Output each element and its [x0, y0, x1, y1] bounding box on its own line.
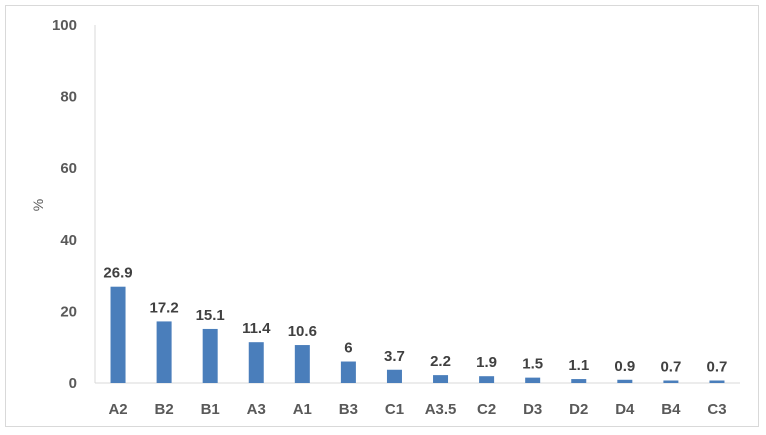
- y-axis-ticks: 0 20 40 60 80 100: [52, 17, 77, 392]
- bar-b4: [663, 380, 679, 383]
- y-tick-label: 20: [60, 303, 77, 320]
- x-tick-label: C3: [707, 401, 726, 418]
- data-label: 1.5: [522, 356, 543, 373]
- x-tick-label: A3: [247, 401, 266, 418]
- x-tick-label: A1: [293, 401, 312, 418]
- x-tick-label: B2: [155, 401, 174, 418]
- data-labels-group: 26.9 17.2 15.1 11.4 10.6 6 3.7 2.2 1.9 1.5 1.1 0.9 0…: [103, 265, 727, 376]
- x-tick-label: B1: [201, 401, 220, 418]
- y-tick-label: 40: [60, 232, 77, 249]
- x-tick-label: D4: [615, 401, 635, 418]
- bar-d2: [571, 379, 587, 383]
- x-tick-label: A3.5: [425, 401, 457, 418]
- data-label: 26.9: [103, 265, 132, 282]
- bar-a2: [110, 286, 126, 383]
- x-axis-ticks: A2 B2 B1 A3 A1 B3 C1 A3.5 C2 D3 D2 D4 B4 C3: [108, 401, 726, 418]
- y-tick-label: 0: [69, 375, 77, 392]
- data-label: 10.6: [288, 323, 317, 340]
- bars-group: [110, 286, 725, 383]
- chart-frame: [5, 5, 759, 427]
- bar-a1: [294, 345, 310, 383]
- bar-d3: [525, 377, 541, 383]
- bar-c2: [479, 376, 495, 383]
- data-label: 0.7: [660, 358, 681, 375]
- bar-b3: [340, 361, 356, 383]
- data-label: 11.4: [242, 320, 271, 337]
- x-tick-label: C1: [385, 401, 404, 418]
- y-axis-title: %: [30, 199, 46, 211]
- y-tick-label: 60: [60, 160, 77, 177]
- bar-a3: [248, 342, 264, 383]
- data-label: 0.9: [614, 358, 635, 375]
- x-tick-label: A2: [108, 401, 127, 418]
- data-label: 0.7: [707, 358, 728, 375]
- bar-b1: [202, 328, 218, 383]
- x-tick-label: C2: [477, 401, 496, 418]
- bar-a3-5: [433, 375, 449, 383]
- data-label: 1.1: [568, 357, 589, 374]
- data-label: 1.9: [476, 354, 497, 371]
- x-tick-label: D2: [569, 401, 588, 418]
- x-tick-label: B3: [339, 401, 358, 418]
- y-tick-label: 80: [60, 89, 77, 106]
- data-label: 6: [344, 340, 352, 357]
- bar-b2: [156, 321, 172, 383]
- y-tick-label: 100: [52, 17, 77, 34]
- data-label: 15.1: [196, 307, 225, 324]
- bar-c1: [386, 369, 402, 383]
- bar-d4: [617, 379, 633, 383]
- x-tick-label: B4: [661, 401, 681, 418]
- bar-c3: [709, 380, 725, 383]
- data-label: 2.2: [430, 353, 451, 370]
- x-tick-label: D3: [523, 401, 542, 418]
- data-label: 3.7: [384, 348, 405, 365]
- data-label: 17.2: [150, 299, 179, 316]
